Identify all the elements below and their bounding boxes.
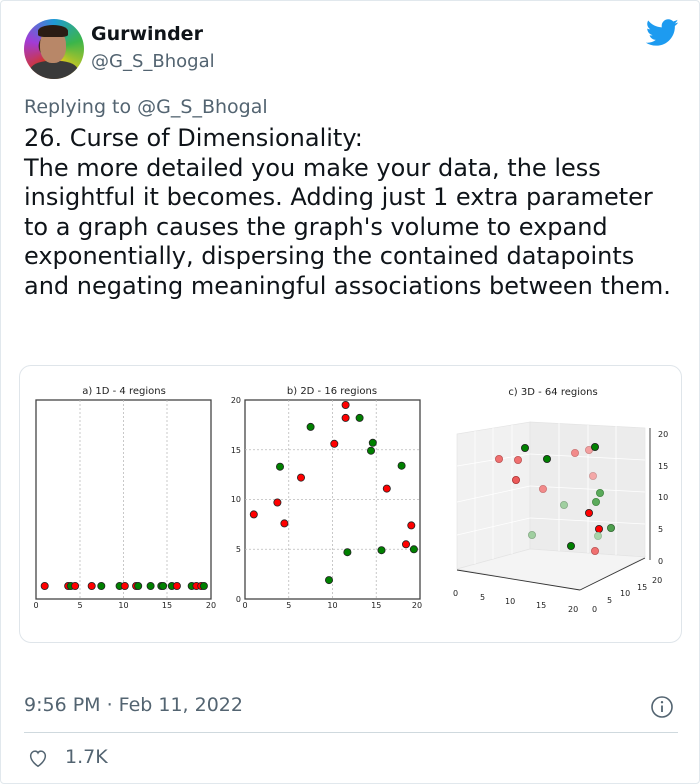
svg-text:10: 10 <box>118 601 128 610</box>
avatar-body <box>30 61 78 79</box>
tweet-text: 26. Curse of Dimensionality: The more de… <box>24 124 671 300</box>
svg-text:0: 0 <box>236 595 241 604</box>
svg-text:10: 10 <box>505 597 515 606</box>
svg-text:10: 10 <box>327 601 337 610</box>
svg-text:5: 5 <box>658 525 663 534</box>
chart-2d-xticks: 0 5 10 15 20 <box>242 601 422 610</box>
chart-3d: c) 3D - 64 regions <box>453 387 668 614</box>
tweet-timestamp[interactable]: 9:56 PM · Feb 11, 2022 <box>24 694 243 716</box>
svg-text:15: 15 <box>231 446 241 455</box>
svg-text:5: 5 <box>236 545 241 554</box>
svg-text:5: 5 <box>286 601 291 610</box>
svg-text:15: 15 <box>658 462 668 471</box>
chart-3d-points <box>494 442 616 556</box>
svg-text:0: 0 <box>658 557 663 566</box>
svg-text:0: 0 <box>592 605 597 614</box>
info-icon[interactable] <box>650 695 674 719</box>
svg-text:15: 15 <box>637 583 647 592</box>
svg-text:20: 20 <box>658 430 668 439</box>
svg-text:10: 10 <box>658 493 668 502</box>
chart-2d: b) 2D - 16 regions 0 5 10 15 20 <box>231 386 422 610</box>
chart-3d-title: c) 3D - 64 regions <box>508 387 597 398</box>
author-display-name[interactable]: Gurwinder <box>91 23 203 45</box>
svg-text:0: 0 <box>242 601 247 610</box>
svg-text:5: 5 <box>77 601 82 610</box>
svg-text:15: 15 <box>536 601 546 610</box>
svg-text:20: 20 <box>652 576 662 585</box>
chart-3d-xticks: 0 5 10 15 20 <box>453 589 578 614</box>
footer-divider <box>24 732 678 733</box>
reply-context[interactable]: Replying to @G_S_Bhogal <box>24 96 268 118</box>
svg-text:20: 20 <box>206 601 216 610</box>
avatar-hair <box>38 25 68 37</box>
twitter-bird-icon[interactable] <box>646 19 679 47</box>
author-handle[interactable]: @G_S_Bhogal <box>91 51 215 72</box>
svg-text:5: 5 <box>480 593 485 602</box>
avatar[interactable] <box>24 19 84 79</box>
svg-text:20: 20 <box>412 601 422 610</box>
tweet-media-image[interactable]: a) 1D - 4 regions 0 5 10 15 20 <box>19 365 682 643</box>
svg-text:5: 5 <box>607 596 612 605</box>
svg-text:20: 20 <box>231 396 241 405</box>
chart-3d-yticks: 0 5 10 15 20 <box>592 576 662 614</box>
like-count[interactable]: 1.7K <box>65 746 108 768</box>
svg-text:15: 15 <box>162 601 172 610</box>
chart-1d-xticks: 0 5 10 15 20 <box>33 601 216 610</box>
chart-3d-zticks: 0 5 10 15 20 <box>658 430 668 566</box>
svg-text:10: 10 <box>231 495 241 504</box>
chart-2d-yticks: 0 5 10 15 20 <box>231 396 241 604</box>
svg-text:0: 0 <box>33 601 38 610</box>
chart-1d-points <box>40 582 208 591</box>
svg-text:0: 0 <box>453 589 458 598</box>
chart-2d-points <box>249 400 418 585</box>
svg-text:20: 20 <box>568 605 578 614</box>
heart-icon[interactable] <box>27 747 49 769</box>
chart-1d-title: a) 1D - 4 regions <box>82 386 166 397</box>
svg-text:15: 15 <box>371 601 381 610</box>
chart-2d-title: b) 2D - 16 regions <box>287 386 377 397</box>
curse-of-dimensionality-figure: a) 1D - 4 regions 0 5 10 15 20 <box>33 386 668 614</box>
chart-1d: a) 1D - 4 regions 0 5 10 15 20 <box>33 386 216 610</box>
svg-text:10: 10 <box>620 589 630 598</box>
